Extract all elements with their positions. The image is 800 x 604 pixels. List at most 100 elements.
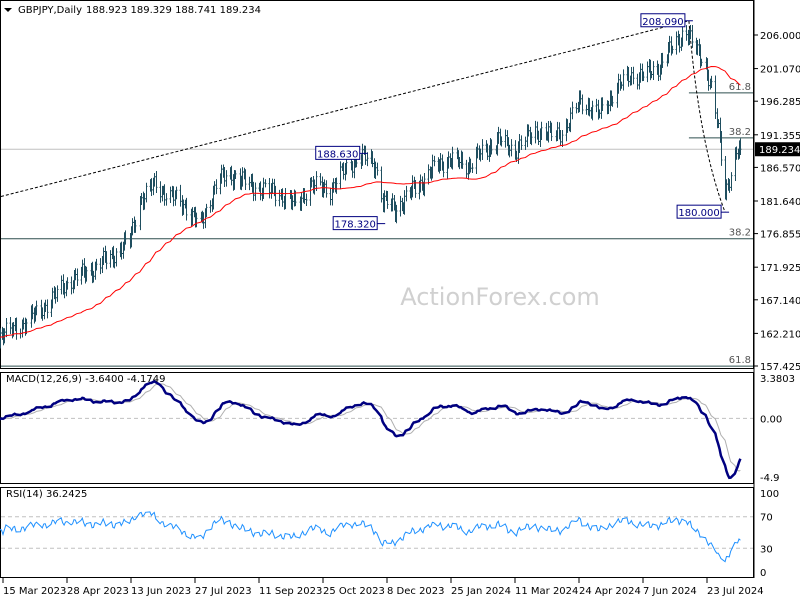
price-bar [271,178,274,194]
price-bar [497,126,500,144]
rsi-panel [0,487,754,578]
date-tick-label: 11 Mar 2024 [515,586,578,597]
price-bar [725,179,728,201]
price-bar [163,184,166,206]
price-bar [63,283,66,299]
fib-level-label: 61.8 [729,82,751,93]
price-bar [579,90,582,105]
price-bar [386,191,389,209]
annotation-box [640,13,686,28]
price-bar [458,156,461,170]
price-bar [405,185,408,202]
price-bar [383,190,386,213]
price-bar [675,31,678,55]
price-bar [213,181,216,195]
price-tick-label: 157.425 [760,362,800,373]
price-bar [689,24,692,40]
price-bar [527,124,530,137]
price-bar [179,184,182,207]
price-bar [550,122,553,142]
annotation-label: 178.320 [335,220,376,231]
current-price-label: 189.234 [759,145,800,156]
macd-layer [0,379,753,480]
price-bar [278,189,281,207]
price-bar [185,197,188,221]
price-bar [481,139,484,161]
dropdown-triangle-icon[interactable] [4,8,12,12]
price-tick-label: 162.210 [760,329,800,340]
price-bar [85,266,88,282]
rsi-title: RSI(14) 36.2425 [6,489,87,500]
price-bar [230,165,233,186]
date-tick-label: 8 Dec 2023 [387,586,445,597]
price-bar [395,204,398,224]
price-bar [581,94,584,115]
price-bar [720,131,723,166]
price-bar [115,248,118,267]
price-bar [105,251,108,270]
main-panel [0,0,754,369]
price-bar [195,212,198,228]
price-bar [636,73,639,90]
price-bar [391,193,394,212]
price-bar [419,174,422,193]
price-bar [518,133,521,154]
price-bar [3,328,6,344]
annotation-box [315,145,361,160]
price-bar [700,58,703,67]
price-bar [66,277,69,290]
price-bar [134,219,137,233]
price-bar [534,120,537,144]
price-bar [244,169,247,191]
price-bar [5,317,8,338]
price-bar [691,25,694,48]
price-bar [598,109,601,119]
price-tick-label: 201.070 [760,65,800,76]
price-bar [74,268,77,281]
fib-level-label: 38.2 [729,127,751,138]
price-bar [423,172,426,197]
price-bar [500,136,503,147]
price-bar [131,218,134,236]
price-bar [632,66,635,85]
price-bar [607,100,610,115]
price-tick-label: 186.570 [760,163,800,174]
price-bar [678,33,681,53]
price-bar [547,121,550,143]
rsi-layer [0,511,753,563]
price-bar [0,328,2,349]
price-tick-label: 176.855 [760,230,800,241]
price-bar [508,144,511,158]
price-bar [728,179,731,193]
price-bar [254,182,257,201]
price-bar [205,203,208,218]
price-bar [661,52,664,69]
date-tick-label: 11 Sep 2023 [259,586,322,597]
price-bar [671,45,674,54]
price-bar [569,107,572,133]
price-bar [70,276,73,295]
price-bar [274,185,277,207]
price-bar [520,135,523,150]
macd-line [0,379,742,480]
watermark: ActionForex.com [400,283,600,311]
macd-panel [0,372,754,484]
price-bar [325,180,328,198]
price-bar [657,63,660,82]
price-bar [182,199,185,215]
date-tick-label: 25 Oct 2023 [323,586,385,597]
price-tick-label: 181.640 [760,197,800,208]
price-layer: 61.8 38.2 38.2 61.8 208.090 188.630 178.320 180… [0,13,753,367]
price-tick-label: 196.285 [760,97,800,108]
price-bar [305,193,308,207]
swing-line [688,20,726,213]
price-bar [241,167,244,187]
fib-level-label: 61.8 [729,355,751,366]
macd-tick-label: -4.9 [760,473,780,484]
rsi-tick-label: 30 [760,544,773,555]
price-bar [300,192,303,212]
price-bar [76,268,79,287]
price-bar [639,63,642,83]
